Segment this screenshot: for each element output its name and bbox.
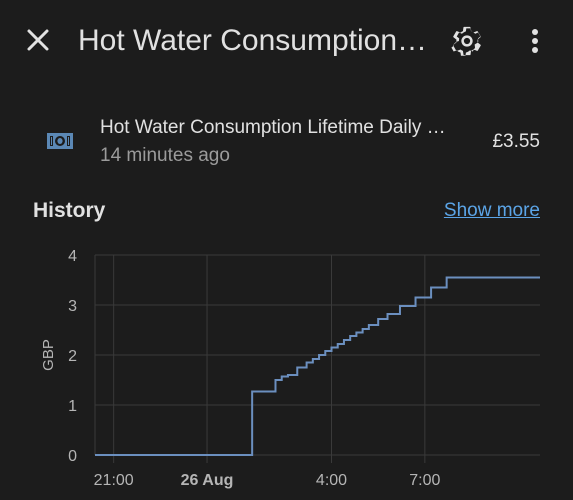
y-tick-label: 1 — [68, 398, 77, 415]
history-chart-svg: 0 1 2 3 4 21:00 26 Aug 4:00 7:00 GBP — [40, 248, 540, 489]
settings-button[interactable] — [450, 24, 484, 58]
x-tick-label: 4:00 — [316, 472, 347, 489]
entity-name: Hot Water Consumption Lifetime Daily Cos… — [100, 117, 450, 138]
gear-icon — [451, 26, 481, 56]
close-icon — [27, 29, 49, 51]
cash-icon — [47, 133, 73, 149]
entity-row[interactable]: Hot Water Consumption Lifetime Daily Cos… — [0, 104, 573, 176]
close-button[interactable] — [20, 22, 56, 58]
series-line — [95, 276, 540, 456]
y-tick-label: 2 — [68, 348, 77, 365]
y-tick-label: 0 — [68, 448, 77, 465]
dialog-title: Hot Water Consumption Lifetime Daily Cos… — [78, 24, 430, 57]
show-more-link[interactable]: Show more — [443, 200, 540, 221]
more-options-button[interactable] — [522, 24, 548, 58]
entity-state-value: £3.55 — [492, 131, 540, 152]
x-tick-label: 26 Aug — [181, 472, 234, 489]
x-tick-label: 7:00 — [409, 472, 440, 489]
dialog-header: Hot Water Consumption Lifetime Daily Cos… — [0, 0, 573, 84]
y-axis-label: GBP — [40, 339, 57, 371]
last-updated: 14 minutes ago — [100, 145, 230, 166]
y-tick-label: 4 — [68, 248, 77, 265]
history-heading: History — [33, 199, 106, 222]
history-chart[interactable]: 0 1 2 3 4 21:00 26 Aug 4:00 7:00 GBP — [0, 235, 573, 500]
x-tick-label: 21:00 — [94, 472, 134, 489]
y-tick-label: 3 — [68, 298, 77, 315]
more-vertical-icon — [532, 29, 538, 53]
